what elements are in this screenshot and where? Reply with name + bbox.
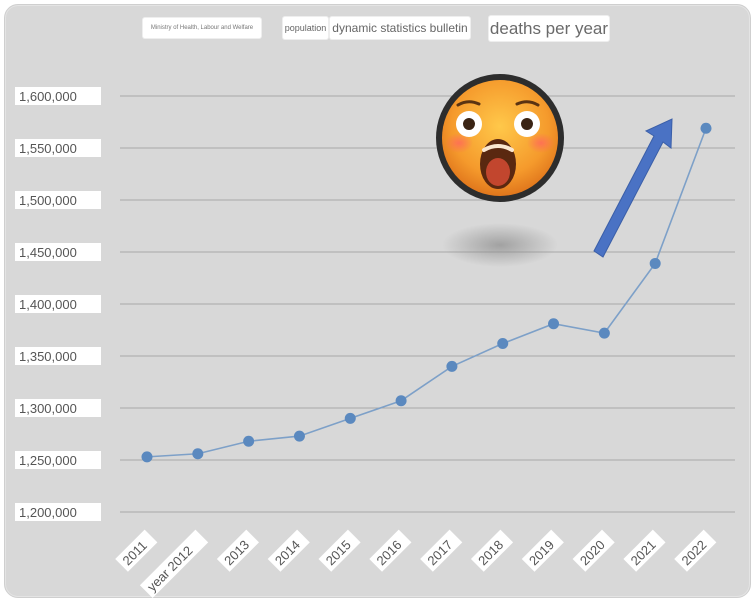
x-tick: 2021 bbox=[623, 529, 666, 572]
x-tick-box bbox=[139, 529, 209, 598]
data-point bbox=[344, 412, 356, 424]
x-tick-box bbox=[115, 529, 158, 572]
data-point bbox=[293, 430, 305, 442]
y-tick-box bbox=[15, 191, 101, 209]
y-tick-box bbox=[15, 347, 101, 365]
x-tick-box bbox=[521, 529, 564, 572]
emoji-shadow bbox=[442, 223, 558, 267]
y-tick-box bbox=[15, 87, 101, 105]
y-tick-label: 1,500,000 bbox=[19, 193, 77, 208]
y-tick-box bbox=[15, 451, 101, 469]
bulletin-label: dynamic statistics bulletin bbox=[330, 17, 470, 39]
x-tick: 2014 bbox=[267, 529, 310, 572]
x-tick-box bbox=[420, 529, 463, 572]
x-tick-box bbox=[572, 529, 615, 572]
ministry-label: Ministry of Health, Labour and Welfare bbox=[143, 18, 261, 38]
data-point bbox=[548, 318, 560, 330]
y-tick-label: 1,200,000 bbox=[19, 505, 77, 520]
up-arrow-icon bbox=[593, 118, 673, 258]
y-tick-box bbox=[15, 399, 101, 417]
y-tick-label: 1,600,000 bbox=[19, 89, 77, 104]
x-tick-box bbox=[623, 529, 666, 572]
data-point bbox=[649, 257, 661, 269]
series-line bbox=[146, 127, 707, 458]
population-label: population bbox=[283, 17, 328, 39]
shocked-face-emoji-icon bbox=[436, 74, 564, 202]
chart-title: deaths per year bbox=[489, 16, 609, 41]
y-tick-box bbox=[15, 243, 101, 261]
x-tick: 2011 bbox=[115, 529, 158, 572]
y-tick-label: 1,450,000 bbox=[19, 245, 77, 260]
x-tick-label: year 2012 bbox=[144, 543, 195, 594]
x-tick-box bbox=[267, 529, 310, 572]
y-tick-box bbox=[15, 295, 101, 313]
y-tick-box bbox=[15, 139, 101, 157]
data-point bbox=[141, 451, 153, 463]
x-tick-box bbox=[369, 529, 412, 572]
data-point bbox=[700, 122, 712, 134]
x-tick-box bbox=[216, 529, 260, 572]
y-tick-label: 1,400,000 bbox=[19, 297, 77, 312]
data-point bbox=[598, 327, 610, 339]
y-tick-box bbox=[15, 503, 101, 521]
x-tick: 2015 bbox=[318, 529, 361, 572]
x-tick-box bbox=[318, 529, 361, 572]
x-tick: 2017 bbox=[420, 529, 463, 572]
y-tick-label: 1,550,000 bbox=[19, 141, 77, 156]
x-tick: 2022 bbox=[674, 529, 717, 572]
x-tick: 2019 bbox=[521, 529, 564, 572]
x-tick-box bbox=[470, 529, 514, 572]
y-tick-label: 1,350,000 bbox=[19, 349, 77, 364]
x-tick: 2018 bbox=[470, 529, 514, 572]
data-point bbox=[395, 395, 407, 407]
x-tick: 2016 bbox=[369, 529, 412, 572]
data-point bbox=[446, 360, 458, 372]
chart-card bbox=[4, 4, 751, 598]
y-tick-label: 1,250,000 bbox=[19, 453, 77, 468]
x-tick-box bbox=[674, 529, 717, 572]
data-point bbox=[243, 435, 255, 447]
x-tick: 2013 bbox=[216, 529, 260, 572]
x-tick: 2020 bbox=[572, 529, 615, 572]
data-point bbox=[497, 338, 509, 350]
y-tick-label: 1,300,000 bbox=[19, 401, 77, 416]
data-point bbox=[192, 448, 204, 460]
